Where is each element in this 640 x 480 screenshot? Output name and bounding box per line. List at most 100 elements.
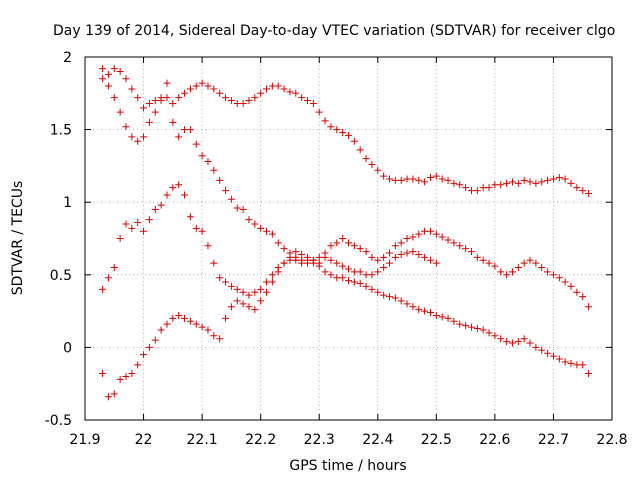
data-point-track-d [116, 375, 124, 383]
data-point-track-b [356, 280, 364, 288]
data-point-track-b [99, 75, 107, 83]
data-point-track-b [485, 329, 493, 337]
data-point-track-a [456, 181, 464, 189]
data-point-track-d [104, 393, 112, 401]
data-point-track-a [485, 184, 493, 192]
data-point-track-b [438, 313, 446, 321]
data-point-track-b [567, 359, 575, 367]
y-tick-label: 0.5 [50, 268, 72, 284]
y-tick-label: -0.5 [45, 413, 72, 429]
data-point-track-a [585, 189, 593, 197]
data-point-track-b [368, 285, 376, 293]
data-point-track-d [239, 300, 247, 308]
data-point-track-a [321, 117, 329, 125]
data-point-track-b [128, 133, 136, 141]
data-point-track-c [555, 274, 563, 282]
data-point-track-a [181, 89, 189, 97]
data-point-track-a [292, 89, 300, 97]
data-point-track-a [497, 181, 505, 189]
data-point-track-d [426, 256, 434, 264]
data-point-track-a [163, 94, 171, 102]
data-point-track-a [216, 89, 224, 97]
data-point-track-b [186, 126, 194, 134]
data-point-track-b [339, 274, 347, 282]
data-point-track-b [181, 126, 189, 134]
data-point-track-b [479, 326, 487, 334]
data-point-track-a [186, 85, 194, 93]
data-point-track-c [368, 253, 376, 261]
data-point-track-b [216, 176, 224, 184]
data-point-track-d [327, 256, 335, 264]
data-point-track-b [210, 166, 218, 174]
data-point-track-b [163, 79, 171, 87]
data-point-track-b [227, 195, 235, 203]
data-point-track-c [339, 235, 347, 242]
data-point-track-c [327, 242, 335, 250]
data-point-track-c [345, 239, 352, 247]
data-point-track-d [333, 259, 341, 267]
data-point-track-b [409, 303, 417, 311]
data-point-track-c [485, 259, 493, 267]
data-point-track-a [421, 178, 429, 186]
data-point-track-b [263, 227, 271, 235]
data-point-track-b [549, 352, 557, 360]
data-point-track-a [368, 160, 376, 168]
data-point-track-a [374, 166, 382, 174]
data-point-track-c [362, 248, 370, 256]
data-point-track-c [292, 256, 300, 264]
data-point-track-a [426, 174, 434, 182]
data-point-track-d [397, 250, 405, 258]
data-point-track-a [122, 75, 130, 83]
data-point-track-b [456, 320, 464, 328]
data-point-track-b [327, 271, 335, 279]
data-point-track-a [110, 65, 118, 73]
data-point-track-c [397, 239, 405, 247]
data-point-track-b [333, 274, 341, 282]
data-point-track-a [286, 88, 294, 96]
data-point-track-c [122, 220, 130, 228]
data-point-track-d [157, 326, 165, 334]
data-point-track-b [280, 245, 288, 253]
data-point-track-a [520, 176, 528, 184]
data-point-track-d [304, 253, 312, 261]
data-point-track-a [198, 79, 206, 87]
data-point-track-b [397, 297, 405, 305]
data-point-track-d [151, 336, 159, 344]
data-point-track-c [204, 242, 212, 250]
data-point-track-b [444, 314, 452, 322]
data-point-track-a [362, 155, 370, 163]
data-point-track-c [409, 233, 417, 241]
data-point-track-a [145, 99, 153, 107]
data-point-track-a [532, 179, 540, 187]
data-point-track-b [491, 332, 499, 340]
data-point-track-d [391, 253, 399, 261]
data-point-track-d [110, 390, 118, 398]
data-point-track-b [233, 204, 241, 212]
data-point-track-c [350, 242, 358, 250]
data-point-track-c [585, 303, 593, 311]
data-point-track-d [409, 248, 417, 256]
data-point-track-c [186, 213, 194, 221]
data-point-track-b [122, 123, 130, 131]
data-point-track-b [538, 346, 546, 354]
data-point-track-a [245, 97, 253, 105]
y-tick-label: 1.5 [50, 123, 72, 139]
data-point-track-a [227, 97, 235, 105]
data-point-track-a [128, 85, 136, 93]
data-point-track-a [467, 187, 475, 195]
data-point-track-b [151, 108, 159, 116]
data-point-track-b [345, 277, 352, 285]
data-point-track-c [579, 293, 587, 301]
x-tick-label: 22.8 [596, 432, 627, 448]
data-point-track-c [233, 285, 241, 293]
data-point-track-a [350, 137, 358, 145]
data-point-track-a [345, 131, 352, 139]
data-point-track-a [561, 175, 569, 183]
data-point-track-c [192, 224, 200, 232]
data-point-track-a [549, 175, 557, 183]
data-point-track-c [508, 268, 516, 276]
data-point-track-d [175, 311, 183, 319]
x-tick-label: 22.5 [421, 432, 452, 448]
data-point-track-d [421, 253, 429, 261]
data-point-track-a [462, 184, 470, 192]
